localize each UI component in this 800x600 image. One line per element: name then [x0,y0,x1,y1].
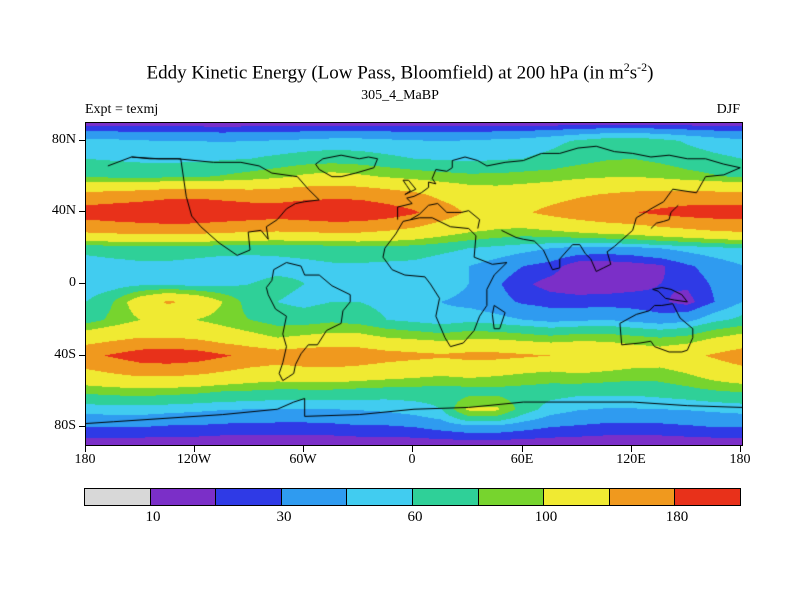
lat-tick-80s [79,426,85,427]
lat-label-80n: 80N [51,132,76,147]
lat-label-40s: 40S [54,347,76,362]
lat-tick-40n [79,211,85,212]
lon-label-180w: 180 [74,452,96,467]
lon-tick-180e [740,446,741,452]
lon-label-0: 0 [408,452,416,467]
colorbar-label-60: 60 [407,509,423,525]
colorbar-segment [543,488,610,506]
colorbar-label-30: 30 [276,509,292,525]
colorbar-segment [280,488,348,506]
lat-label-40n: 40N [51,203,76,218]
plot-title: Eddy Kinetic Energy (Low Pass, Bloomfiel… [0,60,800,84]
lat-tick-80n [79,140,85,141]
lon-tick-120e [631,446,632,452]
lon-label-60w: 60W [289,452,317,467]
colorbar-segment [477,488,545,506]
lon-tick-180w [85,446,86,452]
title-close-paren: ) [647,62,654,84]
lat-label-80s: 80S [54,418,76,433]
colorbar-segment [84,488,151,506]
season-label: DJF [716,102,740,117]
lon-label-120e: 120E [616,452,646,467]
title-text: Eddy Kinetic Energy (Low Pass, Bloomfiel… [146,62,624,84]
lon-label-60e: 60E [510,452,534,467]
lon-tick-60w [303,446,304,452]
lat-label-0: 0 [69,275,76,290]
lon-label-120w: 120W [176,452,212,467]
contour-canvas [86,123,742,445]
colorbar-label-100: 100 [534,509,558,525]
map-area [85,122,743,446]
lat-tick-0 [79,283,85,284]
lon-tick-0 [412,446,413,452]
lon-tick-60e [522,446,523,452]
colorbar-segment [346,488,413,506]
colorbar-label-180: 180 [665,509,689,525]
lon-tick-120w [194,446,195,452]
colorbar-segment [608,488,676,506]
title-unit-s: s [629,62,638,84]
colorbar-segment [149,488,217,506]
lat-tick-40s [79,355,85,356]
colorbar-label-10: 10 [145,509,161,525]
run-id-label: 305_4_MaBP [361,88,439,103]
colorbar-segment [411,488,479,506]
title-superscript-s: -2 [637,60,648,74]
colorbar-segment [215,488,282,506]
colorbar-segment [674,488,741,506]
title-superscript-m: 2 [623,60,630,74]
lon-label-180e: 180 [729,452,751,467]
experiment-label: Expt = texmj [85,102,159,117]
colorbar [84,488,741,506]
